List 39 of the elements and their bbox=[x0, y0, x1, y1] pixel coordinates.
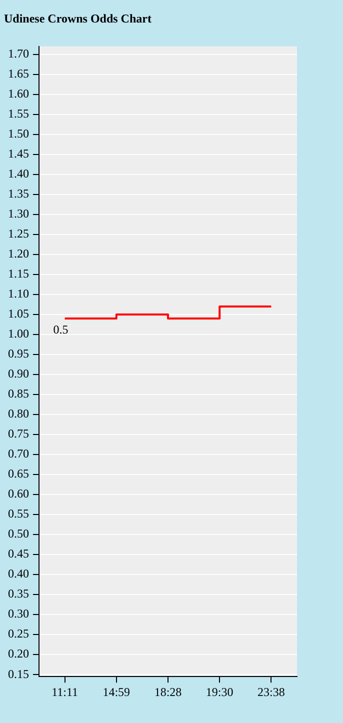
y-tick-label: 0.65 bbox=[8, 466, 29, 481]
y-tick-label: 1.20 bbox=[8, 246, 29, 261]
y-tick-label: 1.60 bbox=[8, 86, 29, 101]
y-tick-label: 0.50 bbox=[8, 526, 29, 541]
chart-title: Udinese Crowns Odds Chart bbox=[4, 11, 152, 26]
y-tick-label: 1.25 bbox=[8, 226, 29, 241]
y-tick-label: 0.80 bbox=[8, 406, 29, 421]
y-tick-label: 1.55 bbox=[8, 106, 29, 121]
y-tick-label: 0.90 bbox=[8, 366, 29, 381]
y-tick-label: 1.65 bbox=[8, 66, 29, 81]
y-tick-label: 0.20 bbox=[8, 646, 29, 661]
y-tick-label: 1.40 bbox=[8, 166, 29, 181]
y-tick-label: 0.45 bbox=[8, 546, 29, 561]
y-tick-label: 0.55 bbox=[8, 506, 29, 521]
y-tick-label: 0.35 bbox=[8, 586, 29, 601]
y-tick-label: 1.10 bbox=[8, 286, 29, 301]
y-tick-label: 1.15 bbox=[8, 266, 29, 281]
y-tick-label: 0.40 bbox=[8, 566, 29, 581]
y-tick-label: 1.30 bbox=[8, 206, 29, 221]
y-tick-label: 1.45 bbox=[8, 146, 29, 161]
y-tick-label: 0.60 bbox=[8, 486, 29, 501]
y-tick-label: 1.70 bbox=[8, 46, 29, 61]
y-tick-label: 1.00 bbox=[8, 326, 29, 341]
y-tick-label: 1.35 bbox=[8, 186, 29, 201]
y-tick-label: 0.30 bbox=[8, 606, 29, 621]
x-tick-label: 19:30 bbox=[206, 684, 234, 699]
y-tick-label: 0.70 bbox=[8, 446, 29, 461]
y-tick-label: 1.50 bbox=[8, 126, 29, 141]
x-tick-label: 11:11 bbox=[52, 684, 78, 699]
y-tick-label: 0.85 bbox=[8, 386, 29, 401]
x-tick-label: 23:38 bbox=[258, 684, 285, 699]
x-tick-label: 14:59 bbox=[102, 684, 130, 699]
x-tick-label: 18:28 bbox=[154, 684, 182, 699]
y-tick-label: 1.05 bbox=[8, 306, 29, 321]
annotation: 0.5 bbox=[53, 322, 68, 337]
y-tick-label: 0.25 bbox=[8, 626, 29, 641]
y-tick-label: 0.95 bbox=[8, 346, 29, 361]
y-tick-label: 0.15 bbox=[8, 666, 29, 681]
y-tick-label: 0.75 bbox=[8, 426, 29, 441]
